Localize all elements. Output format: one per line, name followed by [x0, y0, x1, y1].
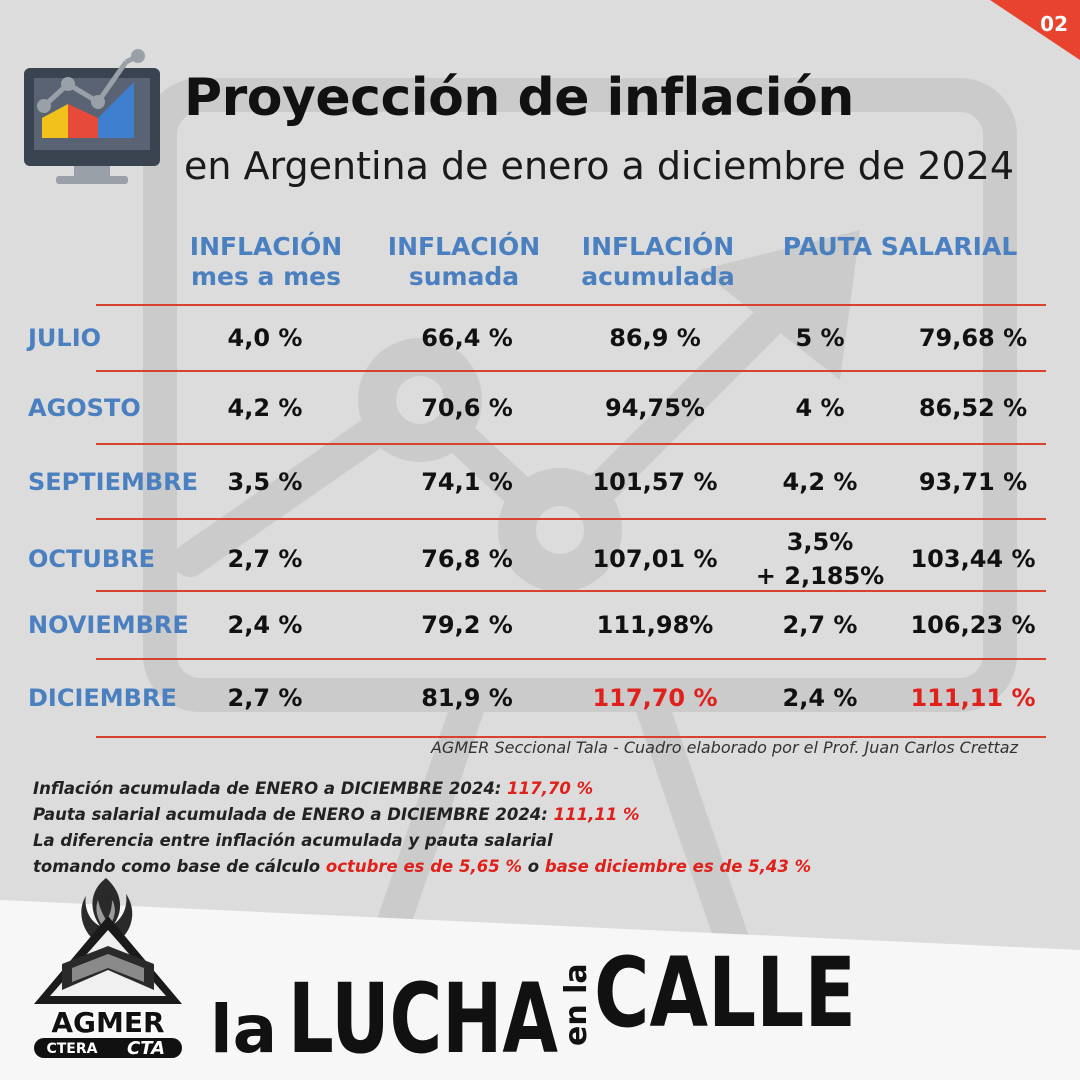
source-credit: AGMER Seccional Tala - Cuadro elaborado … [430, 738, 1018, 757]
table-row: OCTUBRE 2,7 % 76,8 % 107,01 % 3,5% + 2,18… [0, 520, 1080, 598]
column-header-sumada: INFLACIÓN sumada [387, 232, 541, 291]
cell-inflacion-acumulada: 94,75% [605, 393, 705, 422]
cell-pauta-salarial: 3,5% + 2,185% [755, 528, 885, 590]
cell-inflacion-sumada: 81,9 % [421, 684, 513, 712]
note-line: La diferencia entre inflación acumulada … [33, 828, 811, 854]
note-text: La diferencia entre inflación acumulada … [33, 831, 553, 850]
table-rule [96, 736, 1046, 738]
table-rule [96, 304, 1046, 306]
row-month: DICIEMBRE [28, 684, 177, 712]
monitor-chart-icon [24, 49, 160, 184]
table-rule [96, 590, 1046, 592]
note-text: Inflación acumulada de ENERO a DICIEMBRE… [33, 779, 508, 798]
note-line: Inflación acumulada de ENERO a DICIEMBRE… [33, 776, 811, 802]
note-value: 117,70 % [507, 779, 594, 798]
table-row: DICIEMBRE 2,7 % 81,9 % 117,70 % 2,4 % 11… [0, 660, 1080, 736]
cell-pauta-acumulada: 93,71 % [918, 467, 1028, 496]
logo-ctera: CTERA [46, 1041, 97, 1057]
page-subtitle: en Argentina de enero a diciembre de 202… [184, 144, 1015, 188]
cell-inflacion-mes: 4,2 % [227, 393, 303, 422]
note-line: Pauta salarial acumulada de ENERO a DICI… [33, 802, 811, 828]
note-text: tomando como base de cálculo [33, 857, 326, 876]
row-month: AGOSTO [28, 393, 141, 422]
logo-name: AGMER [51, 1006, 164, 1039]
cell-inflacion-sumada: 76,8 % [421, 545, 513, 573]
table-row: AGOSTO 4,2 % 70,6 % 94,75% 4 % 86,52 % [0, 372, 1080, 443]
cell-inflacion-sumada: 74,1 % [421, 467, 513, 496]
row-month: SEPTIEMBRE [28, 467, 199, 496]
cell-inflacion-mes: 2,7 % [227, 545, 303, 573]
agmer-torch-book-icon: AGMER CTERA CTA [34, 878, 182, 1059]
cell-pauta-salarial: 4,2 % [782, 467, 858, 496]
table-row: JULIO 4,0 % 66,4 % 86,9 % 5 % 79,68 % [0, 306, 1080, 370]
logo-cta: CTA [127, 1038, 165, 1059]
table-row: SEPTIEMBRE 3,5 % 74,1 % 101,57 % 4,2 % 9… [0, 445, 1080, 518]
cell-inflacion-sumada: 70,6 % [421, 393, 513, 422]
slogan-la-lucha-en-la-calle: la LUCHA en la CALLE [210, 946, 856, 1064]
cell-inflacion-acumulada: 101,57 % [592, 467, 718, 496]
cell-pauta-acumulada: 86,52 % [918, 393, 1028, 422]
cell-inflacion-mes: 2,4 % [227, 611, 303, 639]
column-header-acumulada: INFLACIÓN acumulada [581, 232, 735, 291]
table-row: NOVIEMBRE 2,4 % 79,2 % 111,98% 2,7 % 106… [0, 592, 1080, 658]
cell-pauta-acumulada: 111,11 % [910, 684, 1036, 712]
cell-inflacion-sumada: 66,4 % [421, 324, 513, 352]
cell-inflacion-acumulada: 111,98% [596, 611, 714, 639]
cell-inflacion-sumada: 79,2 % [421, 611, 513, 639]
row-month: NOVIEMBRE [28, 611, 189, 639]
note-text: o [521, 857, 545, 876]
column-header-pauta-salarial: PAUTA SALARIAL [782, 232, 1018, 261]
cell-pauta-salarial: 2,4 % [782, 684, 858, 712]
cell-pauta-acumulada: 106,23 % [910, 611, 1036, 639]
cell-pauta-salarial: 2,7 % [782, 611, 858, 639]
page-title: Proyección de inflación [184, 68, 854, 128]
cell-pauta-salarial: 4 % [795, 393, 845, 422]
table-rule [96, 518, 1046, 520]
cell-inflacion-mes: 2,7 % [227, 684, 303, 712]
note-value: octubre es de 5,65 % [325, 857, 522, 876]
cell-inflacion-acumulada: 107,01 % [592, 545, 718, 573]
table-rule [96, 370, 1046, 372]
note-value: 111,11 % [553, 805, 640, 824]
cell-pauta-acumulada: 103,44 % [910, 545, 1036, 573]
page-number: 02 [1040, 12, 1068, 36]
cell-inflacion-mes: 3,5 % [227, 467, 303, 496]
cell-inflacion-acumulada: 86,9 % [609, 324, 701, 352]
table-rule [96, 658, 1046, 660]
slogan-la: la [210, 991, 277, 1064]
slogan-en-la: en la [559, 963, 594, 1046]
note-text: Pauta salarial acumulada de ENERO a DICI… [33, 805, 554, 824]
row-month: OCTUBRE [28, 545, 156, 573]
cell-inflacion-acumulada: 117,70 % [592, 684, 718, 712]
row-month: JULIO [28, 324, 102, 352]
cell-pauta-acumulada: 79,68 % [918, 324, 1028, 352]
slogan-calle: CALLE [594, 946, 856, 1049]
note-value: base diciembre es de 5,43 % [544, 857, 812, 876]
slogan-lucha: LUCHA [288, 963, 558, 1064]
summary-notes: Inflación acumulada de ENERO a DICIEMBRE… [33, 776, 811, 880]
cell-pauta-salarial: 5 % [795, 324, 845, 352]
column-header-mes-a-mes: INFLACIÓN mes a mes [189, 232, 343, 291]
table-rule [96, 443, 1046, 445]
cell-inflacion-mes: 4,0 % [227, 324, 303, 352]
note-line: tomando como base de cálculo octubre es … [33, 854, 811, 880]
